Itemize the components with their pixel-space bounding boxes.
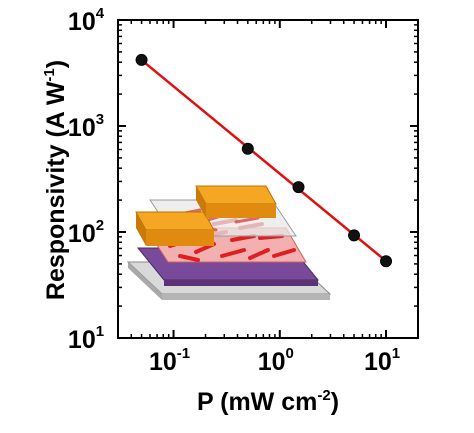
y-axis-label: Responsivity (A W-1) <box>41 60 70 300</box>
y-tick-label: 103 <box>68 111 104 142</box>
x-axis-label-main: P (mW cm <box>197 388 317 416</box>
x-tick-base: 10 <box>149 348 177 376</box>
x-axis-label-tail: ) <box>331 388 339 416</box>
x-tick-label: 101 <box>364 345 400 376</box>
y-axis-label-sup: -1 <box>41 68 58 81</box>
y-tick-base: 10 <box>68 326 96 354</box>
device-schematic-inset <box>126 185 332 300</box>
y-axis-label-tail: ) <box>42 60 70 68</box>
fit-line-segment <box>140 59 387 263</box>
x-axis-label: P (mW cm-2) <box>197 387 339 416</box>
x-tick-exp: -1 <box>177 345 190 362</box>
x-tick-exp: 1 <box>392 345 400 362</box>
y-tick-label: 104 <box>68 5 105 36</box>
y-tick-base: 10 <box>68 220 96 248</box>
data-point <box>241 142 254 155</box>
plot-frame <box>117 19 419 339</box>
x-tick-label: 10-1 <box>149 345 190 376</box>
x-axis-label-sup: -2 <box>317 387 330 404</box>
y-axis-label-main: Responsivity (A W <box>42 81 70 300</box>
x-tick-base: 10 <box>364 348 392 376</box>
y-tick-base: 10 <box>68 114 96 142</box>
x-tick-exp: 0 <box>286 345 294 362</box>
data-points <box>135 53 393 268</box>
y-tick-label: 101 <box>68 323 104 354</box>
y-tick-base: 10 <box>68 8 96 36</box>
x-tick-label: 100 <box>258 345 294 376</box>
x-tick-base: 10 <box>258 348 286 376</box>
y-tick-label: 102 <box>68 217 104 248</box>
y-tick-exp: 4 <box>96 5 105 22</box>
data-point <box>292 181 305 194</box>
data-point <box>380 255 393 268</box>
data-point <box>135 53 148 66</box>
data-point <box>348 229 361 242</box>
y-tick-exp: 1 <box>96 323 104 340</box>
y-tick-exp: 3 <box>96 111 104 128</box>
axis-ticks <box>118 19 418 339</box>
y-tick-exp: 2 <box>96 217 104 234</box>
fit-line <box>140 59 387 263</box>
